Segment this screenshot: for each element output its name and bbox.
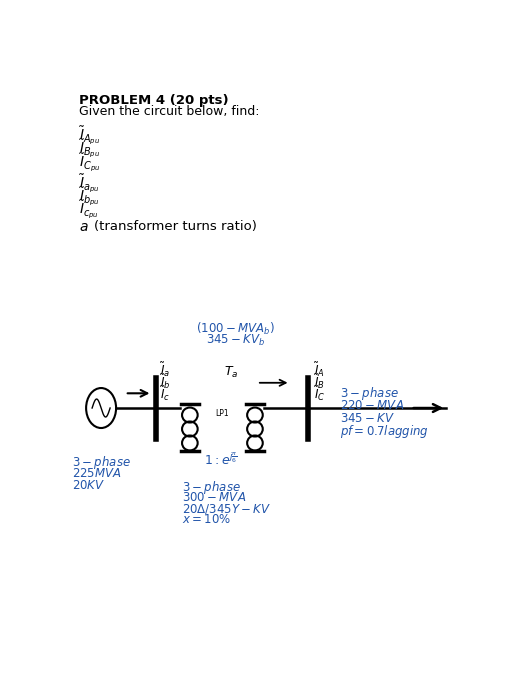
Text: $300-MVA$: $300-MVA$ xyxy=(182,490,246,503)
Text: $345-KV$: $345-KV$ xyxy=(340,412,395,425)
Text: $\tilde{I}_{b_{pu}}$: $\tilde{I}_{b_{pu}}$ xyxy=(79,186,100,208)
Text: $\tilde{I}_C$: $\tilde{I}_C$ xyxy=(314,384,326,402)
Text: $a$: $a$ xyxy=(79,221,89,234)
Text: $345-KV_b$: $345-KV_b$ xyxy=(206,333,265,348)
Text: $\tilde{I}_{a_{pu}}$: $\tilde{I}_{a_{pu}}$ xyxy=(79,172,100,195)
Text: $x=10\%$: $x=10\%$ xyxy=(182,513,231,526)
Text: $T_a$: $T_a$ xyxy=(224,365,239,380)
Text: $3-phase$: $3-phase$ xyxy=(71,454,130,471)
Text: $1:e^{j\frac{\pi}{6}}$: $1:e^{j\frac{\pi}{6}}$ xyxy=(204,451,237,468)
Text: $(100-MVA_b)$: $(100-MVA_b)$ xyxy=(196,321,275,337)
Text: PROBLEM 4 (20 pts): PROBLEM 4 (20 pts) xyxy=(79,94,229,107)
Text: $\tilde{I}_B$: $\tilde{I}_B$ xyxy=(314,372,325,391)
Text: $\tilde{I}_{A_{pu}}$: $\tilde{I}_{A_{pu}}$ xyxy=(79,125,101,148)
Text: $220-MVA$: $220-MVA$ xyxy=(340,400,404,413)
Text: $225MVA$: $225MVA$ xyxy=(71,467,121,480)
Text: $\tilde{I}_{B_{pu}}$: $\tilde{I}_{B_{pu}}$ xyxy=(79,138,101,161)
Text: $\tilde{I}_{c_{pu}}$: $\tilde{I}_{c_{pu}}$ xyxy=(79,199,99,221)
Text: $3-phase$: $3-phase$ xyxy=(182,479,241,496)
Text: $20KV$: $20KV$ xyxy=(71,479,105,492)
Text: $\tilde{I}_{C_{pu}}$: $\tilde{I}_{C_{pu}}$ xyxy=(79,152,101,173)
Text: $\tilde{I}_A$: $\tilde{I}_A$ xyxy=(314,361,325,379)
Text: $\tilde{I}_c$: $\tilde{I}_c$ xyxy=(160,384,171,402)
Text: Given the circuit below, find:: Given the circuit below, find: xyxy=(79,105,260,118)
Text: $20\Delta/345Y-KV$: $20\Delta/345Y-KV$ xyxy=(182,501,271,516)
Text: $3-phase$: $3-phase$ xyxy=(340,385,399,402)
Text: $pf=0.7lagging$: $pf=0.7lagging$ xyxy=(340,423,429,440)
Text: $\tilde{I}_a$: $\tilde{I}_a$ xyxy=(160,361,171,379)
Text: $\tilde{I}_b$: $\tilde{I}_b$ xyxy=(160,372,171,391)
Text: (transformer turns ratio): (transformer turns ratio) xyxy=(94,221,257,234)
Text: LP1: LP1 xyxy=(216,409,229,418)
